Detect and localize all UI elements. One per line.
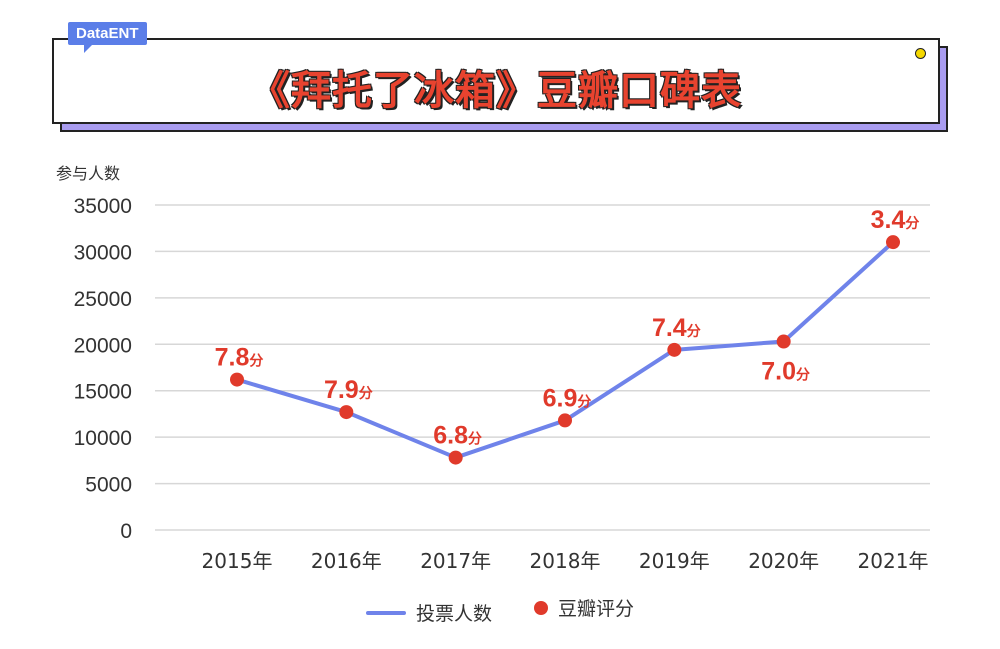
legend-dot-icon bbox=[534, 600, 549, 615]
data-label-score: 6.8分 bbox=[433, 422, 482, 450]
y-tick-label: 10000 bbox=[74, 427, 132, 450]
legend-label-votes: 投票人数 bbox=[415, 603, 492, 625]
y-tick-label: 15000 bbox=[74, 381, 132, 404]
data-point-score bbox=[558, 413, 572, 428]
y-tick-label: 35000 bbox=[74, 195, 132, 218]
x-tick-label: 2017年 bbox=[420, 549, 491, 573]
data-point-score bbox=[886, 235, 900, 250]
data-label-score: 7.4分 bbox=[652, 314, 701, 342]
line-chart: 0 5000 10000 15000 20000 25000 30000 35000 2015年… bbox=[74, 195, 930, 573]
data-label-score: 3.4分 bbox=[871, 206, 920, 234]
x-tick-label: 2021年 bbox=[858, 549, 929, 573]
legend: 投票人数 豆瓣评分 bbox=[0, 594, 1000, 626]
data-label-score: 7.8分 bbox=[215, 344, 264, 372]
brand-tag: DataENT bbox=[68, 22, 147, 53]
y-tick-label: 30000 bbox=[74, 241, 132, 264]
data-label-score: 7.9分 bbox=[324, 376, 373, 404]
data-point-score bbox=[776, 334, 791, 349]
data-label-score: 7.0分 bbox=[761, 358, 810, 386]
data-point-score bbox=[448, 450, 463, 465]
x-tick-label: 2018年 bbox=[530, 549, 601, 573]
data-label-score: 6.9分 bbox=[543, 384, 592, 412]
x-tick-label: 2015年 bbox=[202, 549, 273, 573]
data-point-score bbox=[667, 342, 682, 357]
legend-line-icon bbox=[365, 610, 406, 615]
x-tick-label: 2016年 bbox=[311, 549, 382, 573]
y-tick-label: 20000 bbox=[74, 334, 132, 357]
chart-title: 《拜托了冰箱》豆瓣口碑表 bbox=[250, 68, 742, 114]
data-point-score bbox=[339, 405, 354, 420]
data-point-score bbox=[230, 372, 244, 387]
x-tick-label: 2019年 bbox=[639, 549, 710, 573]
y-tick-label: 25000 bbox=[74, 288, 132, 311]
legend-item-votes: 投票人数 bbox=[365, 599, 492, 626]
y-axis-label: 参与人数 bbox=[56, 164, 121, 183]
y-tick-label: 5000 bbox=[85, 474, 132, 497]
title-box: 《拜托了冰箱》豆瓣口碑表 bbox=[52, 38, 940, 124]
legend-item-score: 豆瓣评分 bbox=[534, 594, 634, 621]
x-tick-label: 2020年 bbox=[748, 549, 819, 573]
legend-label-score: 豆瓣评分 bbox=[558, 598, 635, 620]
decor-dot bbox=[915, 48, 926, 59]
y-tick-label: 0 bbox=[120, 520, 132, 543]
